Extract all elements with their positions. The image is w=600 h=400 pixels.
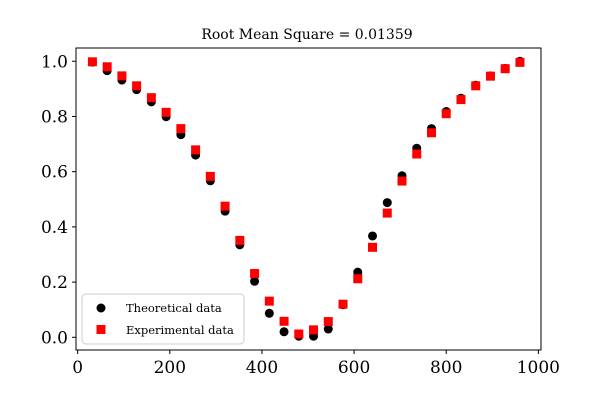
legend-label-theoretical: Theoretical data	[126, 301, 222, 315]
experimental-point	[338, 299, 348, 309]
experimental-point	[176, 124, 186, 134]
theoretical-point	[382, 198, 392, 208]
plot-frame	[75, 47, 542, 351]
experimental-point	[412, 149, 422, 159]
y-axis: 0.0 0.2 0.4 0.6 0.8 1.0	[41, 52, 76, 348]
legend-marker-experimental	[96, 325, 106, 334]
experimental-point	[161, 107, 171, 117]
experimental-point	[441, 109, 451, 119]
y-tick-label: 1.0	[41, 52, 68, 72]
y-tick-label: 0.4	[41, 218, 68, 238]
experimental-point	[294, 329, 304, 339]
data-marks	[87, 56, 525, 341]
experimental-point	[382, 208, 392, 218]
experimental-point	[264, 296, 274, 306]
experimental-point	[323, 317, 333, 327]
legend-label-experimental: Experimental data	[126, 323, 234, 337]
y-tick-label: 0.8	[41, 107, 68, 127]
experimental-point	[250, 269, 260, 279]
experimental-point	[146, 93, 156, 103]
y-tick-label: 0.0	[41, 328, 68, 348]
theoretical-point	[279, 327, 289, 337]
theoretical-point	[264, 308, 274, 318]
experimental-point	[471, 81, 481, 91]
y-tick-label: 0.6	[41, 163, 68, 183]
experimental-point	[102, 62, 112, 72]
experimental-point	[279, 316, 289, 326]
theoretical-point	[250, 276, 260, 286]
legend: Theoretical data Experimental data	[81, 293, 245, 345]
legend-box	[81, 293, 245, 345]
experimental-point	[309, 325, 319, 335]
experimental-point	[485, 71, 495, 81]
x-tick-label: 0	[72, 358, 83, 378]
chart-title: Root Mean Square = 0.01359	[201, 27, 412, 43]
experimental-point	[132, 81, 142, 91]
x-tick-label: 1000	[517, 358, 560, 378]
experimental-point	[456, 95, 466, 105]
x-tick-label: 800	[430, 358, 462, 378]
legend-marker-theoretical	[96, 303, 106, 313]
x-axis: 0 200 400 600 800 1000	[72, 350, 560, 378]
experimental-point	[368, 242, 378, 252]
experimental-point	[426, 128, 436, 138]
theoretical-point	[368, 231, 378, 241]
experimental-point	[220, 201, 230, 211]
x-tick-label: 200	[154, 358, 186, 378]
experimental-point	[235, 235, 245, 245]
experimental-point	[191, 145, 201, 155]
experimental-point	[87, 57, 97, 67]
y-tick-label: 0.2	[41, 273, 68, 293]
x-tick-label: 400	[246, 358, 278, 378]
experimental-point	[500, 64, 510, 74]
experimental-point	[353, 274, 363, 284]
experimental-point	[397, 176, 407, 186]
experimental-point	[205, 171, 215, 181]
theoretical-point	[323, 324, 333, 334]
x-tick-label: 600	[338, 358, 370, 378]
experimental-point	[117, 71, 127, 81]
experimental-point	[515, 57, 525, 67]
